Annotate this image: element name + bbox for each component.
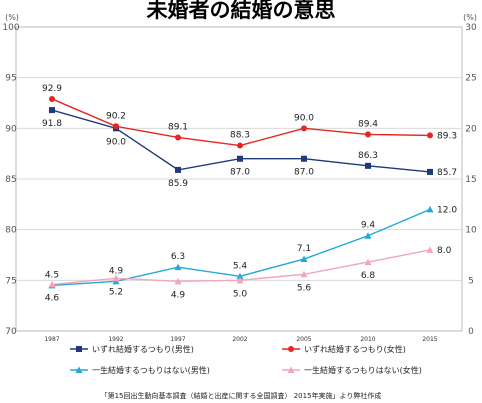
data-label: 4.6 [45,293,60,303]
x-tick-label: 1992 [108,336,123,343]
left-tick-label: 85 [5,175,16,185]
data-label: 87.0 [294,168,314,178]
left-axis: 70 75 80 85 90 95 100 [2,23,19,337]
right-axis-unit: (%) [463,13,477,22]
data-label: 5.4 [233,261,248,271]
data-point [174,277,182,285]
data-point [288,346,294,352]
data-label: 5.0 [233,289,248,299]
right-tick-label: 10 [465,226,477,236]
right-tick-label: 30 [465,23,477,33]
data-label: 88.3 [230,131,250,141]
data-point [365,131,371,138]
legend-label: いずれ結婚するつもり(男性) [92,344,194,354]
data-label: 9.4 [361,221,376,231]
data-point [365,162,371,169]
source-note: 「第15回出生動向基本調査（結婚と出産に関する全国調査） 2015年実施」より弊… [101,391,382,400]
left-tick-label: 80 [5,226,17,236]
left-tick-label: 75 [5,276,16,286]
data-point [287,366,295,373]
chart-title: 未婚者の結婚の意思 [147,0,336,22]
data-point [236,276,244,284]
data-point [300,255,308,263]
data-point [49,95,55,102]
series-markers [48,95,434,289]
data-label: 5.2 [109,287,123,297]
grid [16,77,462,281]
data-label: 86.3 [358,151,378,161]
data-point [426,246,434,253]
data-label: 6.3 [171,252,185,262]
data-point [237,155,243,162]
data-point [300,270,308,278]
legend-label: 一生結婚するつもりはない(女性) [304,365,422,375]
data-label: 8.0 [437,246,452,256]
data-point [175,134,181,141]
x-tick-label: 1997 [170,336,185,343]
data-label: 91.8 [42,119,62,129]
data-point [76,346,82,352]
data-labels: 91.8 90.0 85.9 87.0 87.0 86.3 85.7 92.9 90.2 89.1… [42,84,457,303]
data-point [426,205,434,213]
left-tick-label: 95 [5,74,16,84]
data-label: 4.5 [45,270,59,280]
data-label: 85.7 [437,168,457,178]
right-tick-label: 20 [465,124,477,134]
data-point [75,366,83,373]
x-tick-label: 1987 [44,336,59,343]
legend-label: 一生結婚するつもりはない(男性) [92,365,210,375]
left-tick-label: 70 [5,327,17,337]
legend-label: いずれ結婚するつもり(女性) [304,344,406,354]
data-label: 89.4 [358,119,378,129]
data-point [301,155,307,162]
right-tick-label: 5 [468,276,474,286]
right-axis: 0 5 10 15 20 25 30 [465,23,477,337]
data-label: 92.9 [42,84,62,94]
right-tick-label: 15 [465,175,476,185]
data-point [236,272,244,280]
data-point [113,123,119,130]
data-point [364,232,372,239]
x-tick-label: 2010 [360,336,375,343]
data-label: 12.0 [437,205,457,215]
left-axis-unit: (%) [5,13,19,22]
data-point [49,107,55,114]
x-tick-label: 2002 [232,336,247,343]
data-point [48,280,56,288]
data-point [175,166,181,173]
x-tick-label: 2015 [422,336,437,343]
data-label: 7.1 [297,244,311,254]
data-label: 89.1 [168,122,188,132]
data-point [364,258,372,266]
data-label: 90.0 [294,113,314,123]
data-label: 85.9 [168,179,188,189]
data-point [427,168,433,175]
data-point [174,263,182,271]
left-tick-label: 100 [2,23,19,33]
data-label: 5.6 [297,283,312,293]
data-point [427,132,433,139]
x-axis: 1987 1992 1997 2002 2005 2010 2015 [44,336,437,343]
left-tick-label: 90 [5,124,17,134]
data-label: 87.0 [230,168,250,178]
data-point [301,125,307,132]
data-label: 90.0 [106,137,126,147]
data-label: 4.9 [109,266,124,276]
right-tick-label: 0 [468,327,474,337]
data-point [112,274,120,282]
legend: いずれ結婚するつもり(男性) いずれ結婚するつもり(女性) 一生結婚するつもりはない… [70,344,422,375]
data-point [237,142,243,149]
data-label: 89.3 [437,131,457,141]
data-label: 4.9 [171,290,186,300]
data-label: 90.2 [106,111,126,121]
x-tick-label: 2005 [296,336,311,343]
data-label: 6.8 [361,271,376,281]
right-tick-label: 25 [465,74,476,84]
